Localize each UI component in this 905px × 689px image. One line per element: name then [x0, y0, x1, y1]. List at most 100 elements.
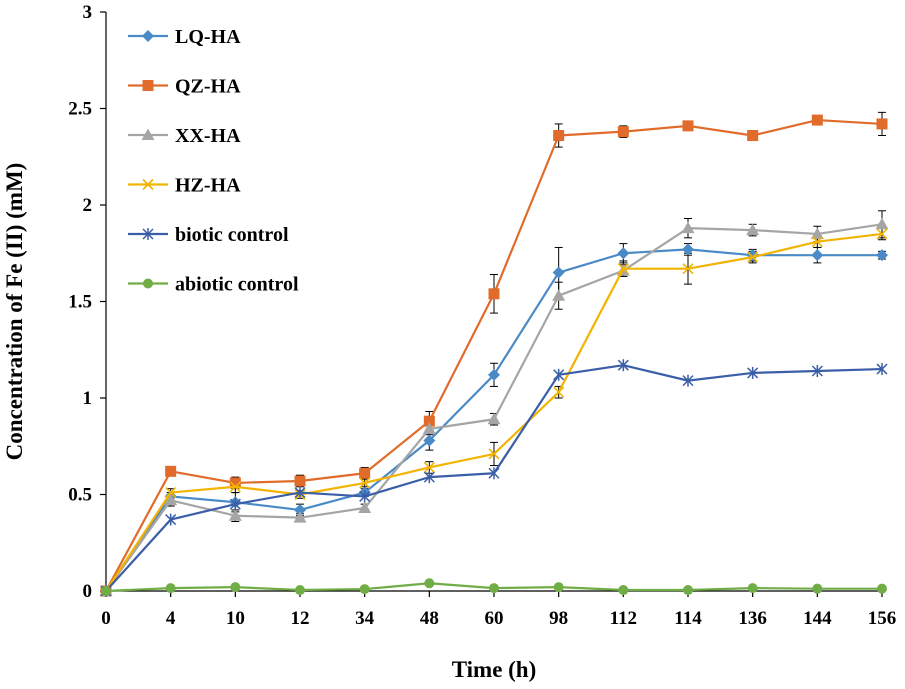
series-abiotic-control: [101, 578, 887, 596]
data-point-qz-ha: [359, 467, 371, 479]
data-point-biotic-control: [423, 471, 435, 484]
data-point-qz-ha: [617, 126, 629, 138]
legend-label: QZ-HA: [175, 76, 241, 98]
data-point-abiotic-control: [295, 585, 305, 596]
data-point-lq-ha: [488, 368, 500, 381]
data-point-biotic-control: [294, 486, 306, 499]
x-marker-stroke: [229, 481, 241, 493]
y-tick-label: 3: [83, 2, 93, 23]
data-point-xx-ha: [487, 412, 501, 425]
data-point-xx-ha: [810, 227, 824, 239]
tick-labels: 0 0.5 1 1.5 2 2.5 3 0 4 10 12 34 48 60 98 112 114 136 144 1…: [68, 2, 896, 629]
data-point-hz-ha: [423, 461, 435, 474]
data-point-hz-ha: [165, 487, 177, 499]
x-marker-stroke: [617, 263, 629, 275]
series-hz-ha: [100, 228, 888, 597]
data-point-biotic-control: [488, 467, 500, 480]
x-tick-label: 48: [420, 608, 439, 629]
x-marker-stroke: [165, 487, 177, 499]
data-point-qz-ha: [423, 415, 435, 427]
data-point-lq-ha: [423, 434, 436, 447]
data-point-hz-ha: [811, 236, 823, 248]
data-point-abiotic-control: [165, 583, 176, 594]
data-point-abiotic-control: [877, 583, 887, 594]
data-point-lq-ha: [294, 503, 306, 516]
y-tick-label: 1: [83, 388, 93, 409]
data-point-biotic-control: [682, 374, 694, 387]
x-axis-title: Time (h): [452, 657, 537, 682]
data-point-biotic-control: [229, 498, 241, 511]
data-point-qz-ha: [553, 130, 565, 142]
data-point-xx-ha: [552, 289, 566, 301]
y-tick-label: 0: [83, 581, 93, 602]
data-point-xx-ha: [746, 223, 760, 236]
x-tick-label: 98: [549, 608, 568, 629]
data-point-abiotic-control: [424, 578, 435, 589]
data-point-abiotic-control: [683, 585, 693, 596]
legend-item-biotic-control: biotic control: [128, 224, 289, 246]
x-marker-stroke: [747, 251, 759, 263]
legend-label: LQ-HA: [175, 26, 241, 48]
data-point-xx-ha: [875, 217, 889, 230]
legend-item-hz-ha: HZ-HA: [128, 175, 241, 197]
data-point-biotic-control: [747, 366, 759, 379]
y-tick-label: 2: [83, 195, 93, 216]
data-point-lq-ha: [811, 249, 824, 262]
y-axis-title: Concentration of Fe (II) (mM): [2, 163, 27, 461]
y-tick-label: 0.5: [68, 485, 92, 506]
legend-item-qz-ha: QZ-HA: [128, 76, 241, 98]
y-tick-label: 1.5: [68, 292, 92, 313]
x-tick-label: 10: [226, 608, 245, 629]
x-marker-stroke: [876, 228, 888, 240]
data-point-abiotic-control: [812, 583, 823, 594]
data-point-lq-ha: [876, 249, 888, 262]
x-marker-stroke: [423, 461, 435, 474]
x-marker-stroke: [553, 386, 565, 398]
data-point-abiotic-control: [618, 585, 629, 596]
data-point-qz-ha: [165, 465, 177, 477]
x-tick-label: 34: [355, 608, 375, 629]
data-point-qz-ha: [811, 114, 823, 126]
data-point-xx-ha: [164, 493, 178, 506]
data-point-xx-ha: [422, 422, 436, 434]
y-tick-label: 2.5: [68, 99, 92, 120]
legend-marker: [143, 278, 153, 289]
x-tick-label: 4: [166, 608, 176, 629]
data-point-abiotic-control: [489, 583, 499, 594]
data-point-xx-ha: [358, 501, 372, 514]
legend-marker: [141, 128, 155, 140]
data-point-qz-ha: [229, 477, 241, 489]
data-point-biotic-control: [553, 368, 565, 381]
x-marker-stroke: [811, 236, 823, 248]
data-point-hz-ha: [617, 263, 629, 275]
data-point-biotic-control: [165, 513, 177, 526]
data-point-biotic-control: [811, 364, 823, 377]
data-point-hz-ha: [682, 263, 694, 275]
data-point-xx-ha: [293, 511, 307, 523]
data-point-hz-ha: [488, 448, 500, 460]
error-bars: [166, 111, 886, 523]
data-point-qz-ha: [682, 120, 694, 132]
legend-marker: [142, 178, 154, 191]
x-tick-label: 60: [485, 608, 504, 629]
data-point-lq-ha: [682, 243, 694, 256]
data-point-hz-ha: [876, 228, 888, 240]
data-point-qz-ha: [876, 118, 888, 130]
x-tick-label: 0: [101, 608, 111, 629]
x-marker-stroke: [682, 263, 694, 275]
data-point-biotic-control: [359, 490, 371, 503]
data-point-hz-ha: [553, 386, 565, 398]
data-point-abiotic-control: [230, 582, 241, 593]
x-tick-label: 156: [868, 608, 897, 629]
data-point-lq-ha: [552, 266, 565, 279]
legend-marker: [142, 228, 154, 240]
legend-item-lq-ha: LQ-HA: [128, 26, 241, 48]
legend: LQ-HA QZ-HA XX-HA HZ-HA biotic control abioti…: [128, 26, 299, 296]
data-point-qz-ha: [747, 130, 759, 142]
legend-label: abiotic control: [175, 274, 299, 296]
legend-marker: [142, 80, 154, 91]
data-point-abiotic-control: [101, 586, 111, 596]
legend-item-abiotic-control: abiotic control: [128, 274, 299, 296]
series-lq-ha: [100, 243, 888, 597]
